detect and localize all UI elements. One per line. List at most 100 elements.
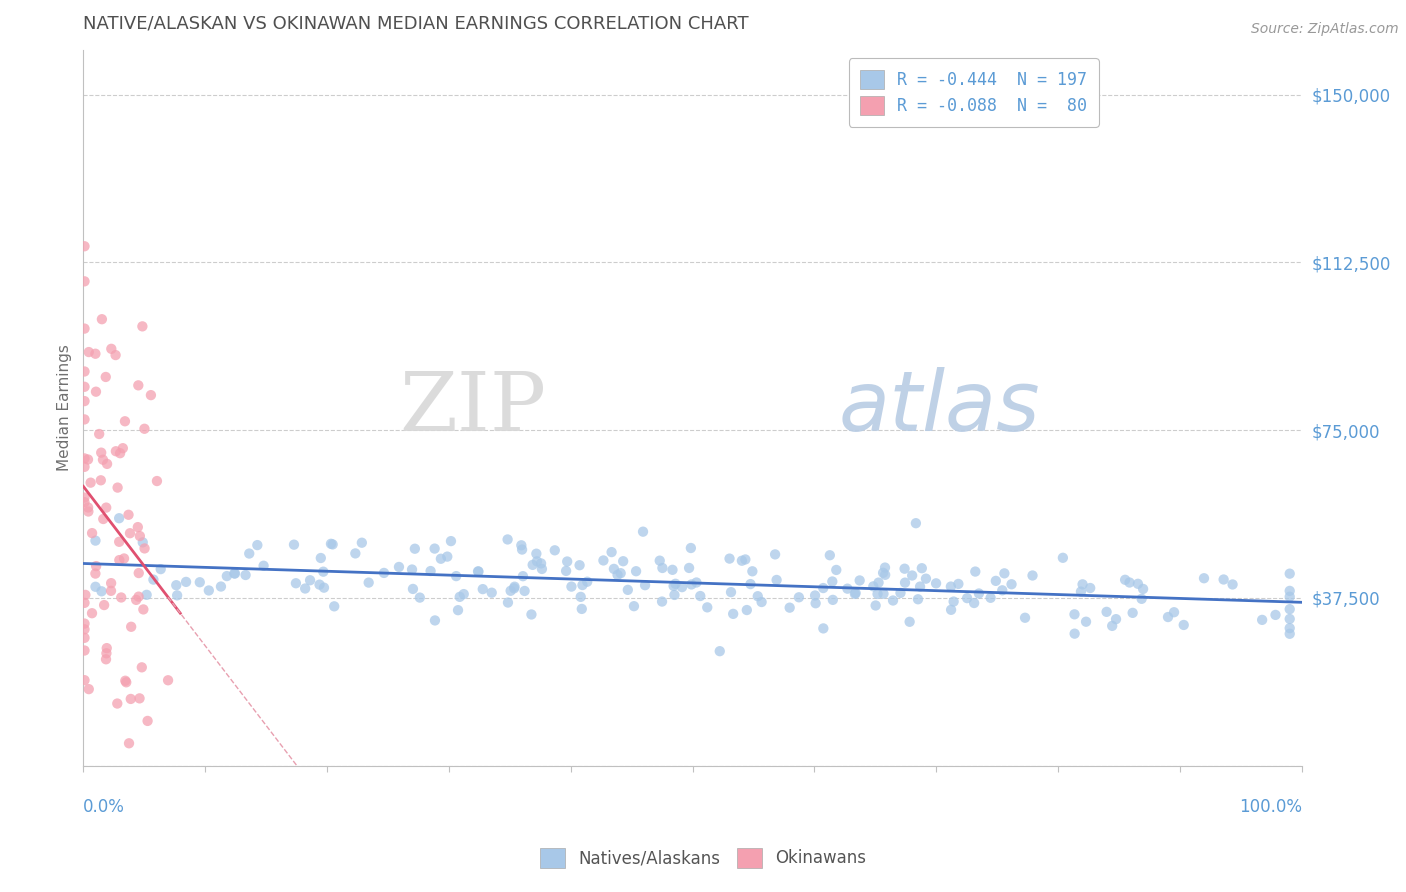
Point	[430, 551, 453, 566]
Point	[120, 692, 142, 706]
Point	[875, 567, 897, 582]
Point	[246, 538, 269, 552]
Point	[873, 560, 896, 574]
Point	[139, 388, 162, 402]
Point	[89, 427, 111, 442]
Point	[606, 567, 628, 582]
Point	[235, 568, 257, 582]
Point	[423, 614, 446, 628]
Point	[1157, 610, 1180, 624]
Point	[965, 565, 987, 579]
Point	[689, 589, 711, 603]
Point	[90, 312, 112, 326]
Point	[624, 564, 647, 578]
Point	[100, 342, 122, 356]
Point	[238, 547, 260, 561]
Point	[696, 600, 718, 615]
Point	[1105, 612, 1128, 626]
Legend: Natives/Alaskans, Okinawans: Natives/Alaskans, Okinawans	[533, 841, 873, 875]
Point	[889, 586, 911, 600]
Point	[592, 553, 614, 567]
Point	[993, 566, 1015, 581]
Point	[174, 574, 197, 589]
Point	[1278, 627, 1301, 641]
Point	[1078, 581, 1101, 595]
Point	[1212, 573, 1234, 587]
Point	[685, 575, 707, 590]
Point	[84, 559, 107, 574]
Point	[132, 602, 155, 616]
Point	[73, 321, 96, 335]
Point	[108, 534, 131, 549]
Point	[1278, 621, 1301, 635]
Text: atlas: atlas	[839, 368, 1040, 449]
Point	[90, 473, 112, 487]
Point	[679, 541, 702, 555]
Point	[763, 548, 786, 562]
Point	[634, 578, 657, 592]
Point	[576, 574, 599, 589]
Point	[1122, 606, 1144, 620]
Point	[631, 524, 654, 539]
Point	[1173, 618, 1195, 632]
Text: ZIP: ZIP	[399, 368, 547, 448]
Point	[108, 446, 131, 460]
Point	[449, 590, 471, 604]
Point	[84, 533, 107, 548]
Point	[963, 596, 986, 610]
Point	[967, 586, 990, 600]
Point	[731, 554, 754, 568]
Point	[818, 548, 841, 562]
Point	[73, 491, 96, 505]
Point	[117, 508, 139, 522]
Point	[681, 577, 703, 591]
Point	[496, 596, 519, 610]
Point	[1095, 605, 1118, 619]
Point	[77, 500, 100, 515]
Point	[939, 580, 962, 594]
Point	[84, 347, 107, 361]
Point	[110, 591, 132, 605]
Point	[114, 673, 136, 688]
Point	[868, 575, 890, 590]
Point	[118, 526, 141, 541]
Point	[444, 569, 467, 583]
Point	[404, 541, 426, 556]
Point	[108, 511, 131, 525]
Point	[751, 595, 773, 609]
Point	[709, 644, 731, 658]
Point	[845, 586, 868, 600]
Point	[128, 691, 150, 706]
Point	[911, 561, 934, 575]
Point	[555, 554, 578, 568]
Point	[907, 592, 929, 607]
Point	[821, 593, 844, 607]
Point	[1118, 575, 1140, 590]
Point	[612, 554, 634, 568]
Point	[96, 641, 118, 656]
Point	[73, 394, 96, 409]
Point	[73, 451, 96, 466]
Point	[908, 580, 931, 594]
Point	[402, 582, 425, 596]
Point	[73, 495, 96, 509]
Point	[740, 577, 762, 591]
Point	[322, 537, 344, 551]
Point	[510, 542, 533, 557]
Point	[609, 566, 631, 581]
Point	[520, 607, 543, 622]
Point	[1000, 577, 1022, 591]
Point	[77, 682, 100, 697]
Point	[648, 554, 671, 568]
Point	[467, 565, 489, 579]
Point	[651, 561, 673, 575]
Point	[373, 566, 395, 580]
Point	[956, 591, 979, 606]
Point	[571, 602, 593, 616]
Point	[813, 581, 835, 595]
Point	[779, 600, 801, 615]
Point	[115, 675, 138, 690]
Point	[90, 584, 112, 599]
Point	[821, 574, 844, 589]
Point	[872, 566, 894, 580]
